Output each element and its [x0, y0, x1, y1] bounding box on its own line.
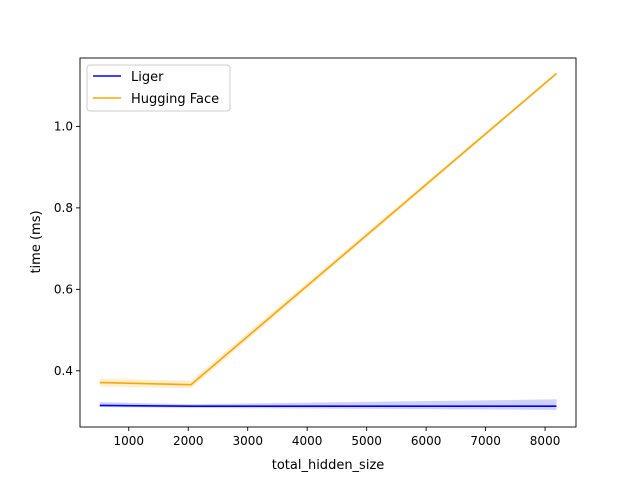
series-line-hugging-face — [99, 72, 558, 386]
y-tick-label: 0.8 — [54, 201, 73, 215]
x-axis-label: total_hidden_size — [272, 458, 385, 473]
series-lines — [99, 72, 558, 408]
legend-label-liger: Liger — [131, 70, 164, 85]
y-tick-label: 1.0 — [54, 119, 73, 133]
y-tick-label: 0.6 — [54, 282, 73, 296]
x-axis-ticks: 1000 2000 3000 4000 5000 6000 7000 8000 — [113, 427, 560, 448]
x-tick-label: 8000 — [530, 434, 561, 448]
series-line-liger — [99, 404, 557, 408]
legend-label-hugging-face: Hugging Face — [131, 92, 219, 107]
x-tick-label: 4000 — [292, 434, 323, 448]
x-tick-label: 1000 — [113, 434, 144, 448]
legend: Liger Hugging Face — [86, 64, 231, 112]
x-tick-label: 6000 — [411, 434, 442, 448]
legend-box — [86, 64, 231, 112]
x-tick-label: 3000 — [232, 434, 263, 448]
x-tick-label: 2000 — [173, 434, 204, 448]
y-tick-label: 0.4 — [54, 364, 73, 378]
y-axis-label: time (ms) — [29, 210, 44, 273]
plot-frame — [79, 57, 577, 428]
x-tick-label: 5000 — [351, 434, 382, 448]
y-axis-ticks: 0.4 0.6 0.8 1.0 — [54, 119, 80, 378]
band-liger — [99, 399, 557, 410]
x-tick-label: 7000 — [470, 434, 501, 448]
confidence-bands — [99, 72, 557, 410]
